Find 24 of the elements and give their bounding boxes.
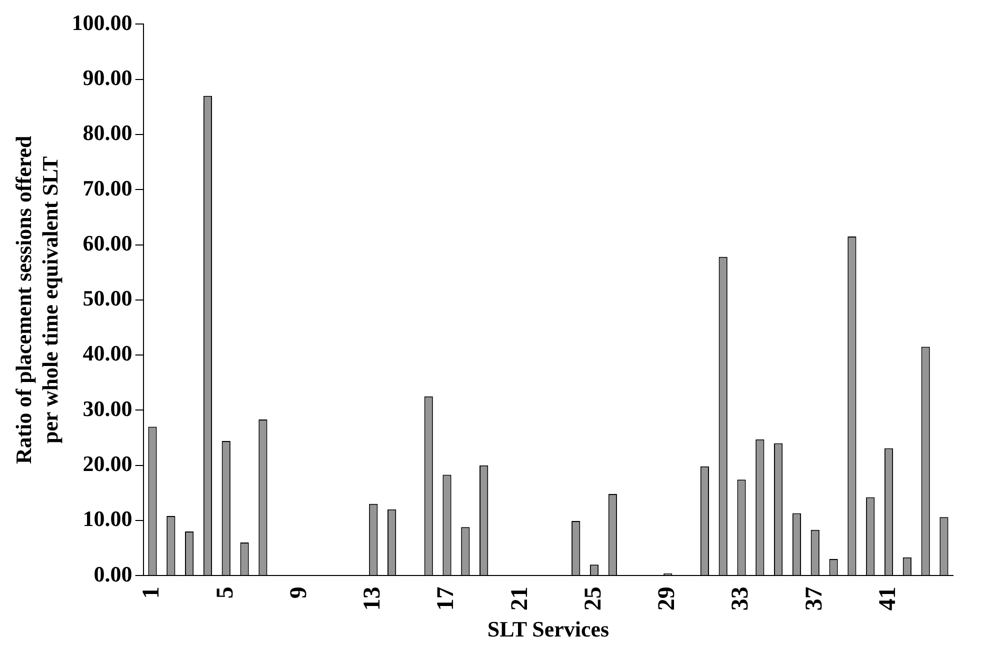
x-tick-label: 21 <box>506 586 533 611</box>
y-tick-label: 10.00 <box>82 506 132 532</box>
y-axis-title: Ratio of placement sessions offered per whole time equivalent SLT <box>10 136 62 464</box>
y-tick-label: 60.00 <box>82 230 132 256</box>
y-tick-label: 90.00 <box>82 65 132 90</box>
x-tick-label: 17 <box>433 586 460 611</box>
y-tick-label: 0.00 <box>94 561 132 586</box>
x-tick-label: 33 <box>728 586 754 611</box>
y-tick-label: 30.00 <box>82 396 132 421</box>
x-tick-label: 25 <box>580 586 606 611</box>
y-tick-label: 40.00 <box>82 340 132 366</box>
x-axis-title: SLT Services <box>487 616 610 642</box>
y-tick-label: 80.00 <box>82 120 132 146</box>
x-tick-label: 9 <box>286 586 312 599</box>
x-tick-label: 1 <box>138 586 165 599</box>
y-tick-label: 100.00 <box>72 10 132 35</box>
x-tick-label: 13 <box>360 586 386 611</box>
y-tick-label: 70.00 <box>82 175 132 200</box>
x-tick-label: 5 <box>212 586 238 599</box>
x-tick-label: 29 <box>654 586 680 611</box>
y-tick-label: 50.00 <box>82 286 132 311</box>
y-tick-label: 20.00 <box>82 451 132 476</box>
x-tick-label: 41 <box>874 586 901 611</box>
x-tick-label: 37 <box>801 586 828 611</box>
